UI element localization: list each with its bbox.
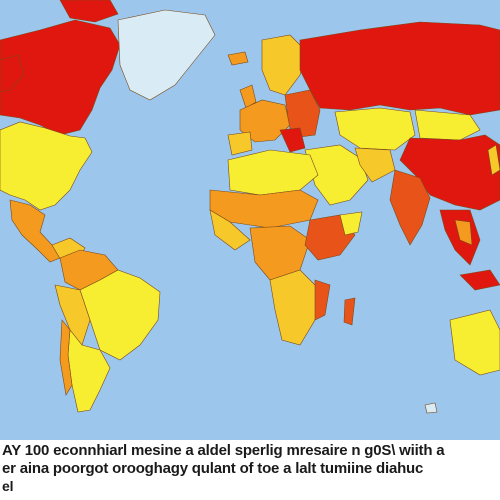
- alaska: [0, 54, 25, 93]
- caption-line-1: AY 100 econnhiarl mesine a aldel sperlig…: [2, 442, 445, 459]
- china: [399, 134, 500, 211]
- russia: [299, 21, 500, 116]
- chile-strip: [59, 319, 73, 396]
- central-asia: [334, 107, 416, 151]
- madagascar: [343, 297, 356, 326]
- australia: [449, 309, 500, 376]
- middle-east: [304, 144, 369, 206]
- caption-line-2: er aina poorgot orooghagy qulant of toe …: [2, 460, 424, 477]
- small-island: [424, 402, 438, 414]
- map-canvas: [0, 0, 500, 414]
- caption-line-3: el: [2, 478, 14, 494]
- uk: [239, 84, 257, 109]
- scandinavia: [261, 34, 306, 96]
- horn-of-africa: [339, 211, 363, 236]
- usa: [0, 121, 93, 211]
- north-africa: [227, 149, 319, 196]
- indochina-orange: [454, 219, 473, 246]
- arctic-islands: [59, 0, 119, 23]
- balkans: [279, 127, 306, 153]
- india: [389, 169, 431, 246]
- world-map: [0, 0, 500, 440]
- mongolia: [414, 109, 481, 141]
- iran: [354, 147, 396, 183]
- iceland: [227, 51, 249, 66]
- japan: [487, 144, 500, 176]
- canada: [0, 19, 121, 136]
- west-africa: [209, 209, 251, 251]
- caption-area: [0, 440, 500, 500]
- southern-africa: [269, 269, 321, 346]
- indonesia: [459, 269, 500, 291]
- greenland: [117, 9, 216, 101]
- brazil: [79, 269, 161, 361]
- mozambique: [314, 279, 331, 321]
- iberia: [227, 131, 253, 156]
